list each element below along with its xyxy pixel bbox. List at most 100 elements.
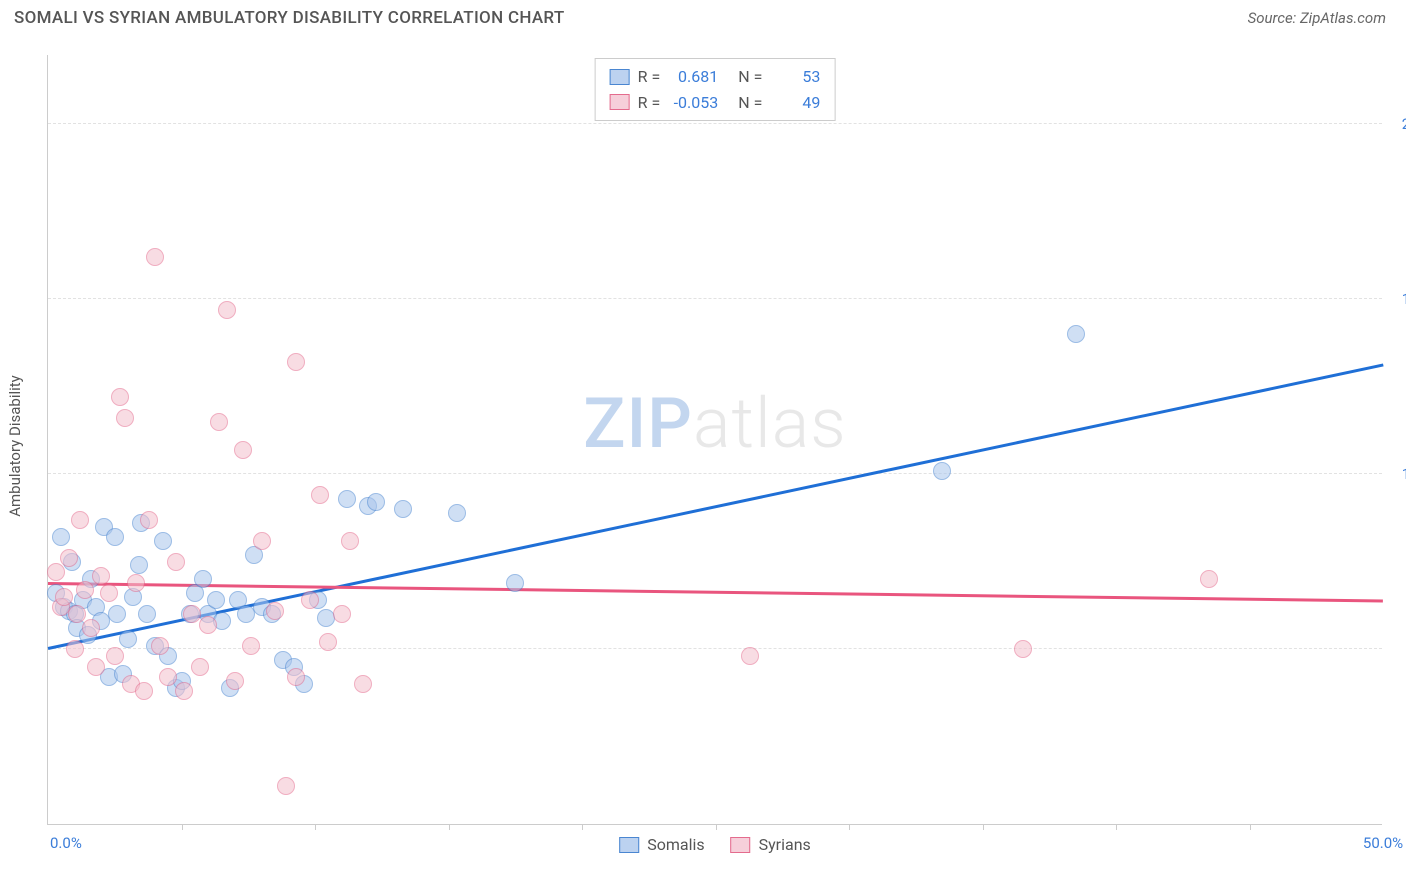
data-point — [311, 486, 329, 504]
legend-label-syrians: Syrians — [759, 835, 811, 854]
data-point — [108, 605, 126, 623]
xtick — [849, 824, 850, 830]
r-label-0: R = — [638, 64, 661, 90]
data-point — [234, 441, 252, 459]
header: SOMALI VS SYRIAN AMBULATORY DISABILITY C… — [0, 0, 1406, 32]
data-point — [277, 777, 295, 795]
watermark-atlas: atlas — [693, 383, 847, 465]
data-point — [218, 301, 236, 319]
data-point — [191, 658, 209, 676]
stat-row-syrians: R = -0.053 N = 49 — [610, 90, 821, 116]
data-point — [82, 619, 100, 637]
source-attribution: Source: ZipAtlas.com — [1248, 9, 1386, 27]
plot-area: ZIPatlas R = 0.681 N = 53 R = -0.053 N =… — [47, 55, 1382, 825]
data-point — [140, 511, 158, 529]
data-point — [151, 637, 169, 655]
xtick-label-last: 50.0% — [1363, 834, 1403, 852]
y-axis-label: Ambulatory Disability — [6, 375, 24, 517]
stat-row-somalis: R = 0.681 N = 53 — [610, 64, 821, 90]
data-point — [68, 605, 86, 623]
data-point — [194, 570, 212, 588]
data-point — [1014, 640, 1032, 658]
swatch-syrians — [610, 94, 630, 110]
data-point — [199, 616, 217, 634]
data-point — [159, 668, 177, 686]
data-point — [242, 637, 260, 655]
data-point — [87, 658, 105, 676]
data-point — [741, 647, 759, 665]
data-point — [210, 413, 228, 431]
r-value-1: -0.053 — [668, 90, 718, 116]
xtick — [582, 824, 583, 830]
data-point — [135, 682, 153, 700]
ytick-label: 15.0% — [1387, 290, 1406, 308]
n-value-0: 53 — [770, 64, 820, 90]
swatch-somalis — [610, 69, 630, 85]
data-point — [354, 675, 372, 693]
ytick-label: 10.0% — [1387, 465, 1406, 483]
gridline — [48, 123, 1382, 124]
data-point — [127, 574, 145, 592]
gridline — [48, 298, 1382, 299]
data-point — [47, 563, 65, 581]
data-point — [106, 528, 124, 546]
data-point — [71, 511, 89, 529]
xtick — [315, 824, 316, 830]
data-point — [207, 591, 225, 609]
ytick-label: 5.0% — [1387, 640, 1406, 658]
watermark-zip: ZIP — [583, 383, 693, 465]
data-point — [60, 549, 78, 567]
data-point — [100, 584, 118, 602]
data-point — [1200, 570, 1218, 588]
data-point — [119, 630, 137, 648]
xtick — [1116, 824, 1117, 830]
data-point — [111, 388, 129, 406]
data-point — [333, 605, 351, 623]
legend-label-somalis: Somalis — [647, 835, 704, 854]
xtick — [716, 824, 717, 830]
ytick-label: 20.0% — [1387, 115, 1406, 133]
legend-swatch-syrians — [731, 837, 751, 853]
xtick — [449, 824, 450, 830]
data-point — [154, 532, 172, 550]
xtick-label-first: 0.0% — [50, 834, 82, 852]
data-point — [394, 500, 412, 518]
data-point — [253, 532, 271, 550]
data-point — [55, 588, 73, 606]
chart-container: SOMALI VS SYRIAN AMBULATORY DISABILITY C… — [0, 0, 1406, 892]
n-value-1: 49 — [770, 90, 820, 116]
data-point — [175, 682, 193, 700]
legend-swatch-somalis — [619, 837, 639, 853]
r-value-0: 0.681 — [668, 64, 718, 90]
data-point — [146, 248, 164, 266]
data-point — [301, 591, 319, 609]
data-point — [266, 602, 284, 620]
data-point — [287, 353, 305, 371]
data-point — [116, 409, 134, 427]
data-point — [183, 605, 201, 623]
legend-item-somalis: Somalis — [619, 835, 704, 854]
xtick — [1250, 824, 1251, 830]
watermark: ZIPatlas — [583, 383, 847, 465]
n-label-1: N = — [738, 90, 762, 116]
data-point — [106, 647, 124, 665]
data-point — [130, 556, 148, 574]
trend-line — [48, 582, 1383, 602]
data-point — [52, 528, 70, 546]
r-label-1: R = — [638, 90, 661, 116]
legend-bottom: Somalis Syrians — [619, 835, 811, 854]
stats-legend-box: R = 0.681 N = 53 R = -0.053 N = 49 — [595, 58, 836, 121]
data-point — [448, 504, 466, 522]
data-point — [367, 493, 385, 511]
legend-item-syrians: Syrians — [731, 835, 811, 854]
data-point — [338, 490, 356, 508]
data-point — [287, 668, 305, 686]
xtick — [983, 824, 984, 830]
n-label-0: N = — [738, 64, 762, 90]
data-point — [66, 640, 84, 658]
xtick — [182, 824, 183, 830]
data-point — [226, 672, 244, 690]
gridline — [48, 473, 1382, 474]
chart-title: SOMALI VS SYRIAN AMBULATORY DISABILITY C… — [14, 8, 565, 28]
data-point — [319, 633, 337, 651]
